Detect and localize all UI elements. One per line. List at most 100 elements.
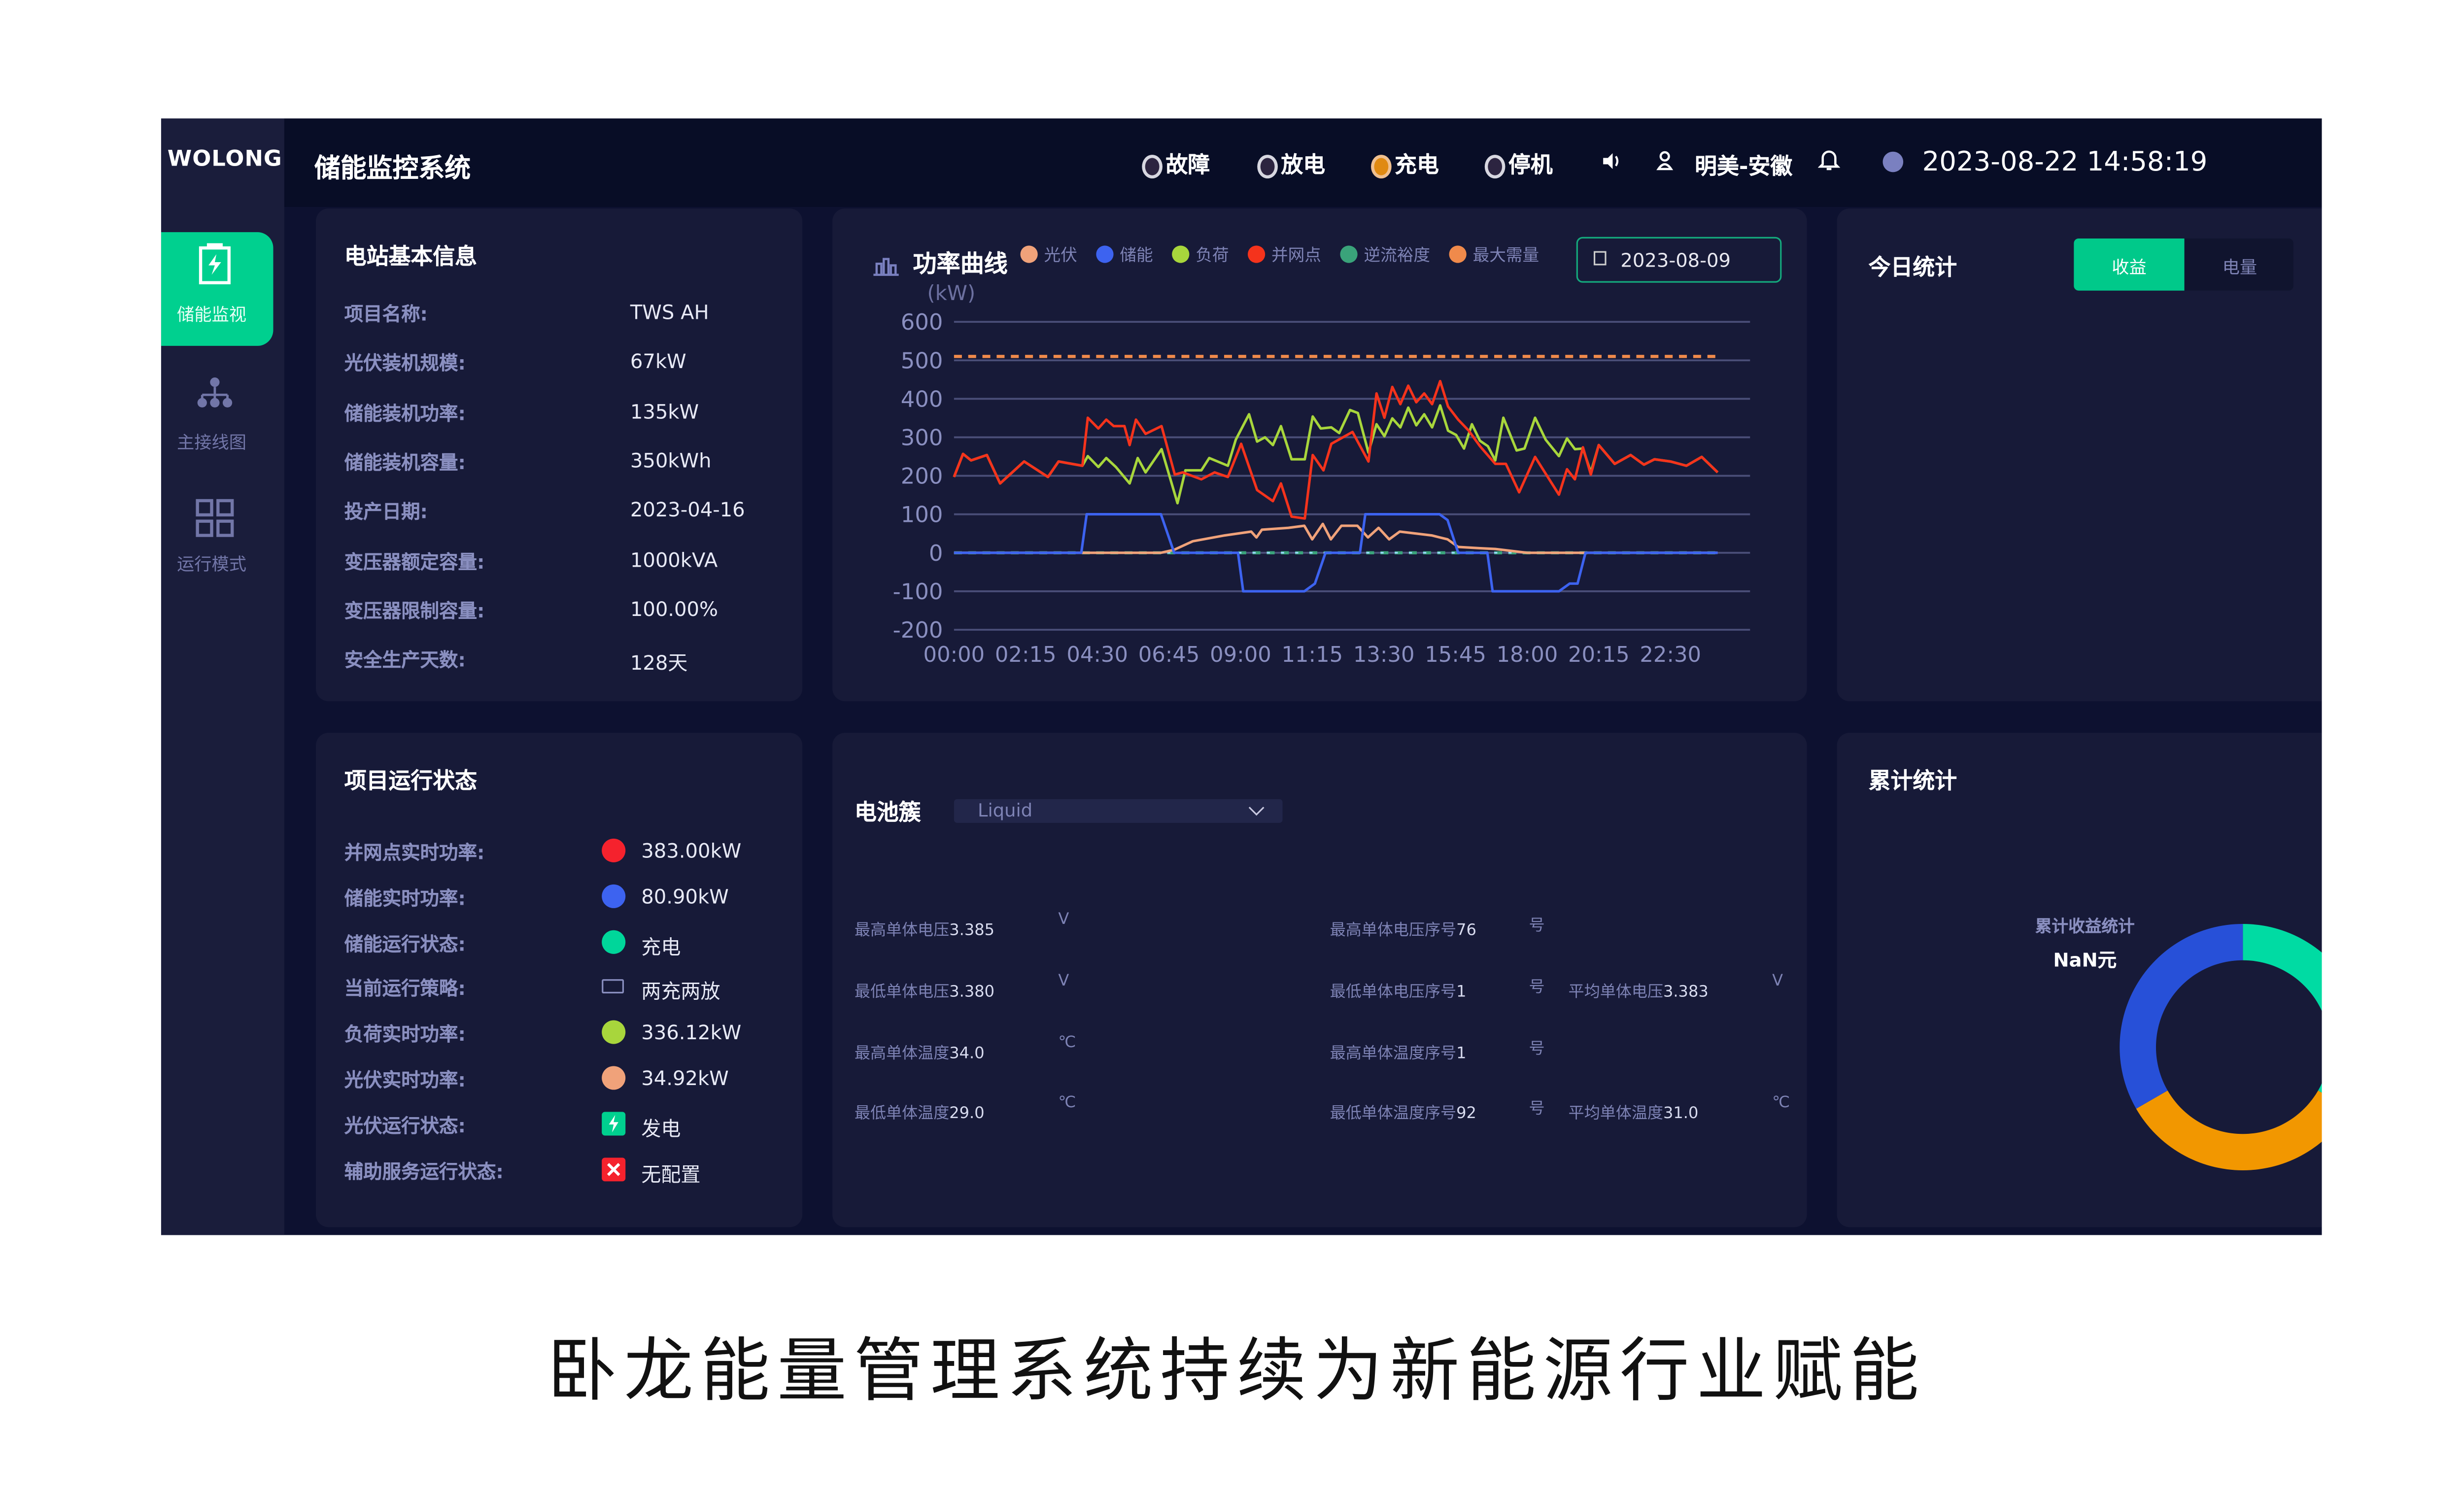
metric-value: 1 [1456,984,1467,1001]
info-value: TWS AH [630,300,709,324]
x-tick-label: 02:15 [995,643,1057,667]
user-icon[interactable] [1655,148,1674,178]
metric-label: 最高单体温度序号 [1330,1045,1457,1062]
user-name[interactable]: 明美-安徽 [1695,155,1793,180]
legend-marker[interactable] [1247,245,1266,263]
metric-unit: ℃ [1058,1034,1076,1052]
x-tick-label: 18:00 [1497,643,1558,667]
info-value: 100.00% [630,596,719,620]
info-label: 投产日期: [344,501,428,523]
date-picker[interactable]: 2023-08-09 [1576,237,1782,283]
x-tick-label: 20:15 [1568,643,1630,667]
status-value: 383.00kW [641,838,742,862]
metric-unit: 号 [1529,1040,1545,1058]
sidebar-item-3[interactable]: 运行模式 [161,488,274,602]
revenue-donut-chart [2120,923,2322,1170]
legend-marker[interactable] [1449,245,1467,263]
lightning-icon [602,1111,626,1135]
sidebar-item-label: 运行模式 [176,554,246,575]
blue-dot-icon [602,884,626,908]
status-4: 停机 [1484,148,1553,180]
legend-marker[interactable] [1340,245,1358,263]
help-icon[interactable] [1882,151,1904,172]
metric-value: 31.0 [1663,1106,1699,1124]
y-tick-label: 300 [901,424,943,450]
status-indicator-icon [1142,154,1163,178]
metric-label: 平均单体温度 [1568,1106,1663,1124]
speaker-icon[interactable] [1600,148,1622,178]
x-tick-label: 11:15 [1281,643,1343,667]
grid-icon [194,498,235,545]
metric-unit: 号 [1529,979,1545,996]
battery-metric: 平均单体电压3.383 [1569,973,1709,1003]
status-label: 故障 [1165,153,1210,179]
bell-icon[interactable] [1817,148,1841,178]
chevron-down-icon [1248,800,1265,816]
battery-icon [602,980,624,994]
metric-unit: ℃ [1772,1095,1790,1113]
status-indicator-icon [1484,154,1506,178]
legend-marker[interactable] [1020,245,1038,263]
sidebar-item-label: 储能监视 [176,305,246,326]
status-indicator-icon [1257,154,1278,178]
status-label: 光伏运行状态: [344,1115,466,1137]
tab-label: 收益 [2112,257,2147,278]
lime-dot-icon [602,1021,626,1045]
legend-label[interactable]: 逆流裕度 [1364,245,1430,265]
legend-label[interactable]: 负荷 [1196,245,1229,265]
donut-segment-3 [2120,923,2243,1109]
status-label: 储能运行状态: [344,932,466,955]
metric-unit: ℃ [1058,1095,1076,1113]
sidebar-item-1[interactable]: 储能监视 [161,232,274,346]
metric-value: 34.0 [949,1045,985,1062]
tab-revenue[interactable]: 收益 [2074,238,2185,291]
red-dot-icon [602,838,626,862]
status-value: 充电 [641,934,681,958]
y-tick-label: 0 [929,540,943,566]
status-label: 当前运行策略: [344,978,466,1001]
metric-label: 最高单体电压 [854,922,950,940]
legend-marker[interactable] [1096,245,1114,263]
x-tick-label: 04:30 [1066,643,1128,667]
status-2: 放电 [1257,148,1325,180]
hierarchy-icon [194,376,235,417]
battery-cluster-panel: 电池簇 Liquid 最高单体电压3.385 V 最高单体电压序号76 号最低单体电压… [832,733,1807,1227]
status-value: 34.92kW [641,1066,729,1090]
battery-metric: 最高单体温度序号1 [1330,1034,1467,1064]
y-axis-label: (kW) [927,281,975,305]
y-tick-label: 600 [901,309,943,335]
battery-metric: 平均单体温度31.0 [1569,1095,1699,1125]
info-value: 1000kVA [630,547,718,571]
battery-metric: 最低单体电压序号1 [1330,973,1467,1003]
legend-label[interactable]: 储能 [1120,245,1153,265]
x-tick-label: 13:30 [1353,643,1415,667]
battery-charge-icon [196,241,234,292]
datetime: 2023-08-22 14:58:19 [1922,147,2208,179]
dashboard-window: WOLONG 储能监视 主接线图 运行模式 储能监控系统 故障 放电 充电 停机 明美-安… [161,118,2322,1235]
info-label: 光伏装机规模: [344,352,466,375]
legend-label[interactable]: 光伏 [1044,245,1077,265]
legend-label[interactable]: 并网点 [1271,245,1321,265]
tab-energy[interactable]: 电量 [2184,238,2293,291]
donut-center-value: NaN元 [2053,949,2117,972]
legend-marker[interactable] [1172,245,1190,263]
date-value: 2023-08-09 [1620,249,1731,272]
info-label: 变压器限制容量: [344,600,485,622]
cluster-select[interactable]: Liquid [954,799,1283,823]
info-value: 350kWh [630,448,712,472]
legend-label[interactable]: 最大需量 [1473,245,1540,265]
battery-metric: 最高单体温度34.0 [855,1034,985,1064]
logo: WOLONG [167,147,282,172]
status-label: 负荷实时功率: [344,1023,466,1046]
donut-segment-2 [2136,1090,2322,1170]
y-tick-label: 400 [901,386,943,412]
panel-title: 电站基本信息 [344,244,477,271]
x-tick-label: 00:00 [924,643,985,667]
status-indicator-icon [1371,154,1392,178]
sidebar-item-2[interactable]: 主接线图 [161,367,274,480]
panel-title: 电池簇 [854,800,921,826]
metric-value: 92 [1456,1106,1476,1124]
status-value: 两充两放 [641,980,720,1004]
chart-title: 功率曲线 [913,249,1008,278]
